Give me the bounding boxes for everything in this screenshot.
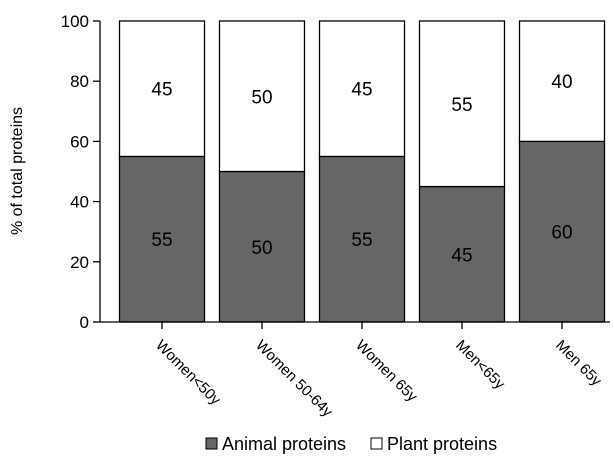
y-axis-title: % of total proteins xyxy=(9,107,26,235)
bar-plant-2 xyxy=(318,20,406,158)
data-label: 60 xyxy=(551,223,572,244)
data-label: 50 xyxy=(251,87,272,108)
data-label: 55 xyxy=(151,230,172,251)
y-tick-label: 20 xyxy=(70,253,89,272)
bar-plant-3 xyxy=(418,20,506,188)
legend-swatch-plant xyxy=(370,437,383,450)
bar-animal-2 xyxy=(318,155,406,323)
legend: Animal proteins Plant proteins xyxy=(205,434,497,454)
legend-label: Animal proteins xyxy=(222,434,346,454)
y-tick-label: 40 xyxy=(70,193,89,212)
legend-label: Plant proteins xyxy=(387,434,497,454)
y-tick-label: 80 xyxy=(70,72,89,91)
x-tick-label: Men<65y xyxy=(452,337,508,393)
x-tick-label: Women 65y xyxy=(352,337,421,406)
data-label: 40 xyxy=(551,72,572,93)
y-axis: 0 20 40 60 80 100 xyxy=(61,12,101,332)
bar-plant-1 xyxy=(218,20,306,173)
x-tick-label: Men 65y xyxy=(552,337,605,390)
data-label: 50 xyxy=(251,238,272,259)
x-tick-label: Women<50y xyxy=(152,337,224,409)
y-tick-label: 0 xyxy=(80,313,89,332)
data-label: 45 xyxy=(451,245,472,266)
bar-animal-0 xyxy=(118,155,206,323)
data-label: 45 xyxy=(151,80,172,101)
data-label: 55 xyxy=(351,230,372,251)
bar-plant-4 xyxy=(518,20,606,143)
x-tick-label: Women 50-64y xyxy=(252,337,336,421)
y-tick-label: 100 xyxy=(61,12,89,31)
bars-group: 55 45 50 50 55 45 45 55 60 40 xyxy=(118,20,606,323)
bar-plant-0 xyxy=(118,20,206,158)
x-axis: Women<50y Women 50-64y Women 65y Men<65y Men… xyxy=(100,321,610,421)
y-tick-label: 60 xyxy=(70,132,89,151)
data-label: 45 xyxy=(351,80,372,101)
data-label: 55 xyxy=(451,95,472,116)
legend-swatch-animal xyxy=(205,437,218,450)
